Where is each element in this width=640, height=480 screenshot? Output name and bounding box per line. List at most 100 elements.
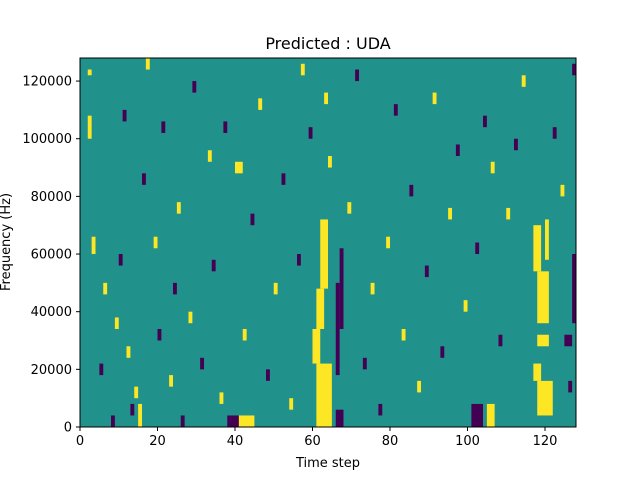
heatmap-cell (316, 363, 332, 427)
y-tick-label: 40000 (31, 305, 72, 320)
x-tick-label: 20 (149, 434, 166, 449)
x-tick-label: 60 (304, 434, 321, 449)
heatmap-cell (289, 398, 294, 410)
heatmap-cell (238, 415, 255, 427)
y-tick-label: 80000 (31, 190, 72, 205)
heatmap-cell (173, 282, 177, 295)
heatmap-cell (297, 254, 301, 266)
chart-title: Predicted : UDA (265, 34, 390, 53)
y-tick-label: 20000 (31, 363, 72, 378)
heatmap-cell (347, 202, 352, 214)
heatmap-cell (103, 282, 108, 295)
y-axis-label: Frequency (Hz) (0, 193, 14, 291)
heatmap-cell (448, 207, 453, 220)
x-tick-label: 80 (382, 434, 399, 449)
heatmap-cell (91, 236, 96, 255)
y-tick-label: 100000 (22, 132, 72, 147)
heatmap-cell (312, 328, 321, 364)
heatmap-cell (432, 92, 437, 105)
heatmap-cell (568, 380, 573, 393)
y-tick-label: 120000 (22, 75, 72, 90)
heatmap-cell (475, 242, 480, 255)
heatmap-cell (490, 161, 495, 174)
heatmap-cell (514, 138, 518, 151)
y-axis: 0 20000 40000 60000 80000 100000 120000 (22, 75, 80, 436)
heatmap-cell (324, 92, 329, 105)
heatmap-cell (537, 380, 553, 416)
heatmap-cell (572, 63, 577, 76)
x-tick-label: 0 (76, 434, 84, 449)
heatmap-cell (506, 207, 511, 220)
heatmap-cell (335, 282, 340, 376)
heatmap-cell (211, 259, 216, 272)
heatmap-cell (409, 184, 414, 197)
heatmap-cell (328, 156, 332, 168)
heatmap-cell (266, 369, 270, 381)
heatmap-cell (176, 202, 181, 214)
heatmap-cell (320, 219, 328, 289)
heatmap-cell (157, 328, 162, 341)
heatmap-cell (258, 98, 263, 110)
heatmap-cell (537, 271, 549, 324)
heatmap-cell (87, 69, 92, 76)
heatmap-cell (455, 144, 460, 157)
heatmap-cell (533, 363, 542, 381)
heatmap-cells (87, 58, 577, 427)
heatmap-cell (424, 265, 429, 278)
heatmap-cell (572, 254, 577, 324)
heatmap-cell (180, 415, 185, 427)
heatmap-cell (126, 346, 131, 358)
y-tick-label: 0 (64, 421, 72, 436)
heatmap-cell (122, 109, 127, 122)
heatmap-cell (537, 334, 549, 347)
heatmap-cell (521, 75, 526, 87)
heatmap-cell (242, 328, 247, 341)
plot-area (79, 57, 577, 428)
heatmap-cell (200, 357, 205, 370)
heatmap-cell (533, 225, 542, 272)
heatmap-cell (142, 173, 146, 185)
heatmap-cell (138, 403, 143, 427)
heatmap-cell (552, 127, 557, 139)
x-axis: 0 20 40 60 80 100 120 (76, 427, 558, 449)
heatmap-cell (463, 300, 468, 312)
heatmap-cell (401, 328, 406, 341)
x-tick-label: 40 (227, 434, 244, 449)
heatmap-cell (273, 282, 278, 295)
heatmap-cell (145, 58, 150, 70)
heatmap-cell (99, 363, 104, 376)
heatmap-cell (130, 403, 135, 416)
heatmap-cell (192, 81, 197, 93)
heatmap-cell (227, 415, 239, 427)
heatmap-cell (370, 282, 375, 295)
heatmap-cell (188, 311, 193, 324)
heatmap-cell (564, 334, 573, 347)
heatmap-cell (281, 173, 286, 185)
heatmap-cell (114, 317, 119, 329)
heatmap-cell (153, 236, 158, 249)
heatmap-cell (386, 236, 391, 249)
heatmap-cell (111, 415, 115, 427)
heatmap-cell (118, 254, 123, 266)
heatmap-cell (393, 104, 398, 116)
heatmap-cell (355, 69, 360, 82)
heatmap-cell (87, 115, 92, 139)
x-tick-label: 100 (455, 434, 480, 449)
heatmap-cell (308, 127, 313, 139)
heatmap-cell (219, 392, 224, 404)
heatmap-cell (169, 375, 174, 387)
heatmap-cell (471, 403, 484, 427)
x-tick-label: 120 (533, 434, 558, 449)
heatmap-cell (335, 409, 344, 427)
heatmap-cell (316, 288, 325, 329)
heatmap-cell (223, 121, 228, 133)
heatmap-cell (134, 386, 139, 399)
heatmap-cell (378, 403, 383, 416)
heatmap-cell (483, 115, 487, 128)
x-axis-label: Time step (295, 456, 360, 471)
heatmap-cell (362, 357, 367, 370)
y-tick-label: 60000 (31, 248, 72, 263)
heatmap-cell (440, 346, 445, 358)
heatmap-cell (250, 213, 255, 226)
heatmap-cell (545, 219, 549, 260)
